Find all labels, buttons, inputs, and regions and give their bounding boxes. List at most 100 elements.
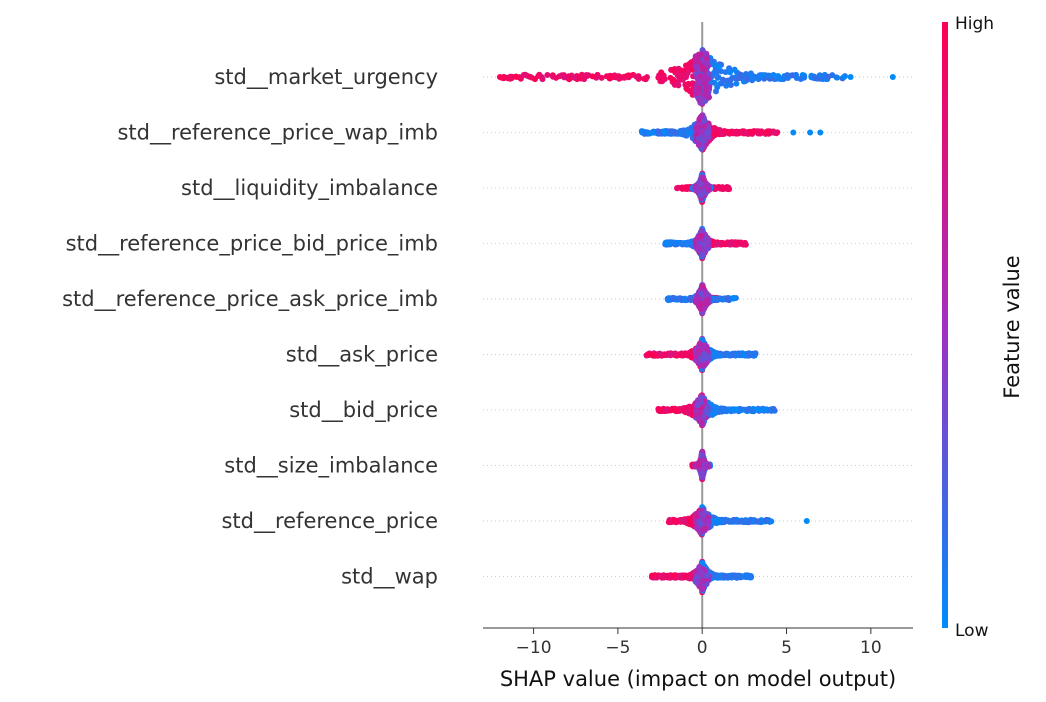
- shap-point: [766, 72, 773, 79]
- shap-point: [670, 295, 676, 302]
- x-tick-label: −5: [605, 638, 630, 658]
- shap-point: [684, 69, 691, 76]
- row-guides: [483, 76, 913, 577]
- shap-point: [733, 80, 740, 87]
- x-tick-label: 0: [697, 638, 708, 658]
- shap-point: [699, 362, 706, 369]
- shap-point: [651, 352, 658, 358]
- feature-label: std__size_imbalance: [224, 454, 438, 479]
- shap-point: [742, 517, 749, 524]
- shap-point: [719, 296, 726, 303]
- shap-point: [715, 63, 722, 70]
- shap-point: [793, 71, 799, 78]
- shap-point: [708, 57, 715, 64]
- shap-point: [740, 351, 747, 358]
- shap-point: [532, 76, 538, 83]
- shap-point: [661, 352, 668, 358]
- shap-point: [754, 518, 760, 525]
- shap-point: [716, 572, 723, 579]
- shap-point: [704, 129, 711, 136]
- shap-point: [686, 295, 693, 302]
- shap-point: [700, 241, 707, 248]
- shap-point: [734, 518, 741, 525]
- shap-point: [703, 55, 710, 62]
- shap-point: [662, 406, 669, 413]
- shap-point: [744, 76, 751, 82]
- feature-label: std__wap: [341, 565, 438, 590]
- shap-point: [645, 129, 652, 136]
- shap-point: [727, 76, 734, 83]
- shap-point: [698, 96, 705, 103]
- shap-point: [646, 351, 653, 358]
- shap-point: [633, 73, 640, 80]
- shap-point: [751, 75, 758, 82]
- shap-point: [598, 74, 605, 81]
- shap-point: [658, 69, 665, 76]
- shap-point: [722, 573, 729, 580]
- shap-point: [714, 128, 721, 135]
- shap-point: [744, 572, 751, 579]
- colorbar: [942, 22, 948, 628]
- shap-point: [665, 296, 672, 303]
- shap-point: [726, 186, 733, 193]
- shap-point: [700, 577, 707, 584]
- shap-point: [703, 343, 710, 350]
- shap-point: [727, 69, 734, 76]
- shap-outlier-point: [513, 74, 520, 80]
- shap-point: [704, 237, 711, 244]
- shap-point: [701, 299, 708, 306]
- shap-point: [768, 518, 775, 525]
- feature-label: std__market_urgency: [214, 65, 438, 90]
- colorbar-title: Feature value: [1000, 255, 1024, 398]
- shap-point: [695, 89, 702, 96]
- shap-point: [705, 186, 712, 193]
- shap-point: [676, 75, 683, 82]
- shap-point: [701, 80, 708, 87]
- feature-labels: std__market_urgency std__reference_price_…: [62, 65, 438, 590]
- shap-point: [734, 572, 741, 579]
- shap-point: [731, 66, 738, 73]
- shap-point: [720, 408, 727, 415]
- shap-point: [758, 72, 765, 79]
- shap-point: [694, 402, 701, 409]
- shap-point: [725, 352, 732, 358]
- shap-point: [522, 71, 529, 78]
- shap-point: [539, 76, 546, 83]
- shap-outlier-point: [847, 74, 854, 80]
- feature-label: std__reference_price_bid_price_imb: [66, 232, 438, 257]
- shap-point: [695, 141, 702, 148]
- shap-point: [656, 406, 663, 413]
- shap-point: [755, 407, 762, 413]
- shap-point: [715, 74, 722, 81]
- shap-outlier-point: [817, 129, 824, 136]
- shap-point: [763, 517, 770, 523]
- shap-point: [686, 517, 693, 524]
- shap-point: [733, 406, 740, 413]
- shap-point: [699, 470, 706, 477]
- shap-point: [733, 240, 740, 247]
- x-ticks: −10 −5 0 5 10: [516, 628, 882, 658]
- x-tick-label: 10: [860, 638, 882, 658]
- shap-point: [667, 74, 674, 81]
- shap-point: [695, 397, 701, 404]
- shap-point: [717, 518, 724, 525]
- shap-point: [703, 407, 710, 414]
- shap-point: [677, 295, 683, 302]
- shap-point: [738, 239, 745, 246]
- shap-point: [736, 71, 743, 78]
- shap-point: [683, 64, 690, 71]
- shap-outlier-point: [803, 518, 810, 524]
- shap-point: [616, 75, 623, 82]
- shap-point: [665, 240, 672, 247]
- shap-point: [659, 75, 666, 82]
- shap-point: [641, 75, 648, 82]
- shap-point: [649, 572, 655, 579]
- shap-point: [698, 584, 705, 591]
- shap-point: [699, 457, 706, 464]
- shap-outlier-point: [889, 74, 896, 80]
- shap-point: [702, 463, 709, 470]
- shap-point: [729, 518, 736, 525]
- shap-point: [684, 86, 691, 93]
- shap-point: [675, 65, 682, 72]
